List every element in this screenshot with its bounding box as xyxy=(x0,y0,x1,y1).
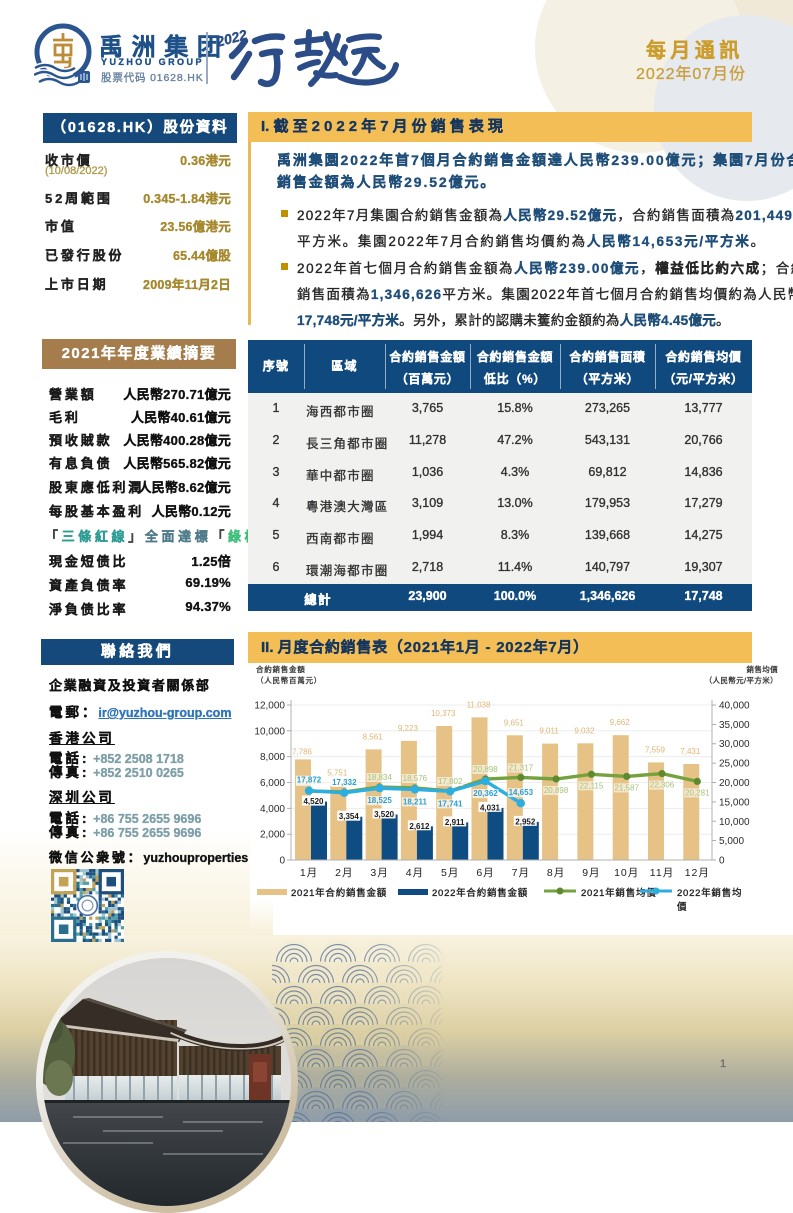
svg-text:5月: 5月 xyxy=(441,867,459,879)
svg-text:11,038: 11,038 xyxy=(467,700,491,709)
svg-text:20,898: 20,898 xyxy=(544,786,569,795)
svg-text:7,431: 7,431 xyxy=(680,747,701,756)
svg-text:2月: 2月 xyxy=(335,867,353,879)
svg-text:22,306: 22,306 xyxy=(650,781,675,790)
svg-text:18,211: 18,211 xyxy=(403,797,428,806)
svg-text:12月: 12月 xyxy=(685,867,710,879)
svg-text:4,520: 4,520 xyxy=(303,797,324,806)
svg-text:12,000: 12,000 xyxy=(254,701,285,712)
svg-text:17,872: 17,872 xyxy=(297,776,322,785)
svg-text:10月: 10月 xyxy=(614,867,639,879)
svg-text:11月: 11月 xyxy=(650,867,674,879)
svg-text:4,000: 4,000 xyxy=(260,804,285,815)
svg-text:9月: 9月 xyxy=(582,867,600,879)
svg-text:4月: 4月 xyxy=(406,867,424,879)
svg-text:14,653: 14,653 xyxy=(509,788,534,797)
svg-text:7,786: 7,786 xyxy=(292,747,313,756)
svg-text:18,834: 18,834 xyxy=(367,773,392,782)
svg-text:2,952: 2,952 xyxy=(515,817,536,826)
svg-text:20,281: 20,281 xyxy=(685,788,710,797)
svg-text:22,115: 22,115 xyxy=(579,781,603,790)
svg-text:3,520: 3,520 xyxy=(374,810,395,819)
svg-text:18,525: 18,525 xyxy=(367,796,392,805)
svg-text:15,000: 15,000 xyxy=(719,797,750,808)
svg-text:9,662: 9,662 xyxy=(610,718,631,727)
svg-text:0: 0 xyxy=(719,856,725,867)
svg-text:8,561: 8,561 xyxy=(363,732,384,741)
svg-text:8,000: 8,000 xyxy=(260,752,285,763)
svg-text:1月: 1月 xyxy=(300,867,318,879)
svg-text:20,362: 20,362 xyxy=(473,789,498,798)
svg-text:35,000: 35,000 xyxy=(719,720,750,731)
svg-text:17,332: 17,332 xyxy=(332,778,357,787)
svg-text:2,612: 2,612 xyxy=(409,822,430,831)
svg-text:5,000: 5,000 xyxy=(719,836,744,847)
svg-text:9,011: 9,011 xyxy=(539,727,559,736)
svg-text:10,000: 10,000 xyxy=(719,817,750,828)
svg-text:20,000: 20,000 xyxy=(719,778,750,789)
svg-text:8月: 8月 xyxy=(547,867,565,879)
svg-text:20,898: 20,898 xyxy=(473,765,498,774)
svg-text:25,000: 25,000 xyxy=(719,759,750,770)
svg-text:3,354: 3,354 xyxy=(339,812,360,821)
svg-text:4,031: 4,031 xyxy=(480,803,501,812)
svg-text:10,373: 10,373 xyxy=(431,709,456,718)
svg-text:2,911: 2,911 xyxy=(445,818,465,827)
svg-text:6,000: 6,000 xyxy=(260,778,285,789)
svg-text:2,000: 2,000 xyxy=(260,830,285,841)
svg-text:17,741: 17,741 xyxy=(438,799,463,808)
svg-text:0: 0 xyxy=(279,856,285,867)
svg-text:40,000: 40,000 xyxy=(719,701,750,712)
svg-text:9,032: 9,032 xyxy=(574,726,595,735)
svg-text:18,576: 18,576 xyxy=(403,774,428,783)
svg-text:21,587: 21,587 xyxy=(614,783,639,792)
svg-text:3月: 3月 xyxy=(370,867,388,879)
svg-text:5,751: 5,751 xyxy=(327,769,348,778)
svg-text:30,000: 30,000 xyxy=(719,739,750,750)
svg-text:21,317: 21,317 xyxy=(509,763,534,772)
svg-text:9,651: 9,651 xyxy=(504,718,525,727)
svg-text:17,802: 17,802 xyxy=(438,777,463,786)
svg-text:7月: 7月 xyxy=(512,867,530,879)
svg-text:9,223: 9,223 xyxy=(398,724,419,733)
svg-text:10,000: 10,000 xyxy=(254,726,285,737)
svg-text:6月: 6月 xyxy=(476,867,494,879)
svg-text:7,559: 7,559 xyxy=(645,745,666,754)
